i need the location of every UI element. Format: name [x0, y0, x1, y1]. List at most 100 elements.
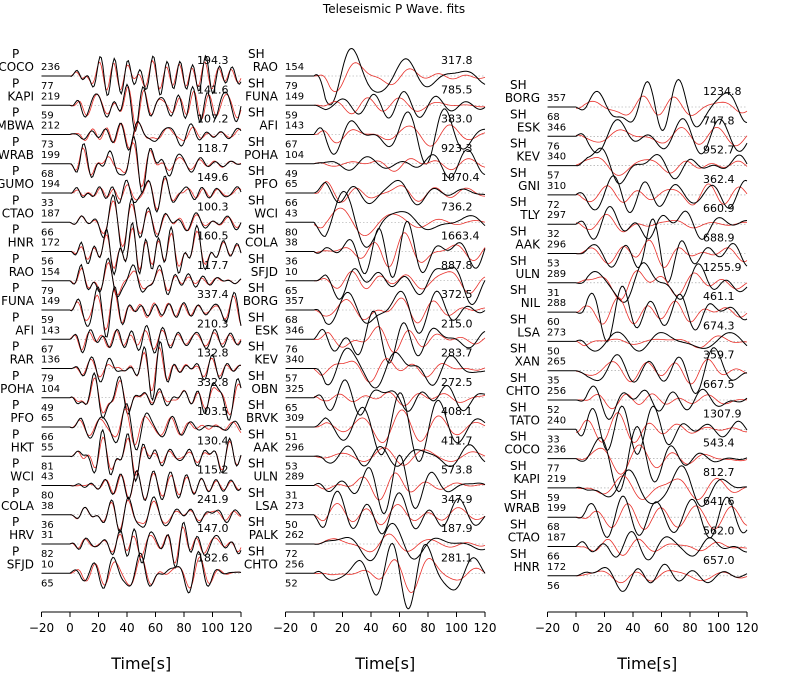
- station-label: MBWA: [0, 119, 35, 133]
- azimuth-label: 273: [547, 327, 566, 338]
- station-label: AFI: [259, 119, 278, 133]
- observed-trace: [70, 496, 242, 534]
- synthetic-trace: [575, 156, 748, 176]
- phase-label: P: [12, 486, 19, 500]
- phase-label: SH: [510, 137, 527, 151]
- observed-trace: [69, 135, 242, 195]
- amplitude-label: 573.8: [441, 464, 473, 477]
- amplitude-label: 130.4: [197, 434, 229, 447]
- amplitude-label: 785.5: [441, 83, 473, 96]
- synthetic-trace: [69, 177, 242, 211]
- amplitude-label: 359.7: [703, 349, 735, 362]
- distance-label: 67: [41, 344, 54, 355]
- phase-label: P: [12, 135, 19, 149]
- station-label: TATO: [509, 413, 540, 427]
- station-label: HRV: [9, 528, 35, 542]
- phase-label: P: [12, 106, 19, 120]
- x-tick-label: 40: [363, 621, 378, 635]
- observed-trace: [575, 385, 748, 420]
- observed-trace: [575, 530, 748, 561]
- station-label: KAPI: [513, 472, 540, 486]
- amplitude-label: 107.2: [197, 113, 229, 126]
- observed-trace: [69, 324, 242, 354]
- observed-trace: [313, 310, 486, 364]
- phase-label: SH: [248, 340, 265, 354]
- amplitude-label: 317.8: [441, 54, 473, 67]
- amplitude-label: 362.4: [703, 173, 735, 186]
- synthetic-trace: [576, 570, 748, 584]
- amplitude-label: 100.3: [197, 200, 229, 213]
- station-label: KEV: [254, 353, 278, 367]
- azimuth-label: 296: [547, 240, 566, 251]
- x-tick-label: 100: [707, 621, 730, 635]
- station-label: POHA: [244, 148, 279, 162]
- phase-label: P: [12, 164, 19, 178]
- synthetic-trace: [69, 122, 242, 150]
- x-tick-label: 60: [148, 621, 163, 635]
- azimuth-label: 309: [285, 413, 304, 424]
- amplitude-label: 132.8: [197, 347, 229, 360]
- station-label: KAPI: [7, 89, 34, 103]
- observed-trace: [69, 193, 242, 255]
- station-label: RAR: [10, 353, 34, 367]
- distance-label: 80: [285, 227, 298, 238]
- azimuth-label: 187: [547, 533, 566, 544]
- azimuth-label: 325: [285, 384, 304, 395]
- azimuth-label: 154: [41, 267, 60, 278]
- x-tick-label: 120: [474, 621, 497, 635]
- amplitude-label: 736.2: [441, 200, 473, 213]
- phase-label: SH: [510, 430, 527, 444]
- amplitude-label: 117.7: [197, 259, 229, 272]
- x-axis-label: Time[s]: [110, 654, 171, 673]
- station-label: POHA: [0, 382, 35, 396]
- synthetic-trace: [313, 207, 486, 237]
- synthetic-trace: [314, 62, 486, 93]
- observed-trace: [313, 522, 486, 562]
- distance-label: 31: [285, 491, 298, 502]
- distance-label: 66: [547, 552, 560, 563]
- station-label: BORG: [505, 91, 540, 105]
- amplitude-label: 383.0: [441, 113, 473, 126]
- azimuth-label: 240: [547, 415, 566, 426]
- x-axis: −20 0 20 40 60 80 100 120 Time[s]: [273, 611, 497, 673]
- observed-trace: [69, 469, 242, 502]
- synthetic-trace: [575, 335, 748, 349]
- distance-label: 66: [285, 198, 298, 209]
- distance-label: 80: [41, 491, 54, 502]
- x-tick-label: 100: [201, 621, 224, 635]
- azimuth-label: 296: [285, 442, 304, 453]
- amplitude-label: 747.8: [703, 114, 735, 127]
- observed-trace: [69, 257, 242, 298]
- azimuth-label: 104: [41, 384, 60, 395]
- amplitude-label: 215.0: [441, 317, 473, 330]
- distance-label: 50: [547, 346, 560, 357]
- phase-label: SH: [510, 547, 527, 561]
- distance-label: 68: [285, 315, 298, 326]
- azimuth-label: 199: [41, 150, 60, 161]
- azimuth-label: 43: [285, 208, 298, 219]
- station-label: CHTO: [244, 557, 278, 571]
- synthetic-trace: [313, 181, 486, 203]
- x-axis: −20 0 20 40 60 80 100 120 Time[s]: [535, 611, 758, 673]
- observed-trace: [313, 379, 486, 416]
- distance-label: 51: [285, 432, 298, 443]
- observed-trace: [313, 47, 486, 106]
- synthetic-trace: [575, 412, 747, 443]
- synthetic-trace: [313, 358, 486, 383]
- phase-label: P: [12, 281, 19, 295]
- amplitude-label: 347.9: [441, 493, 473, 506]
- azimuth-label: 136: [41, 355, 60, 366]
